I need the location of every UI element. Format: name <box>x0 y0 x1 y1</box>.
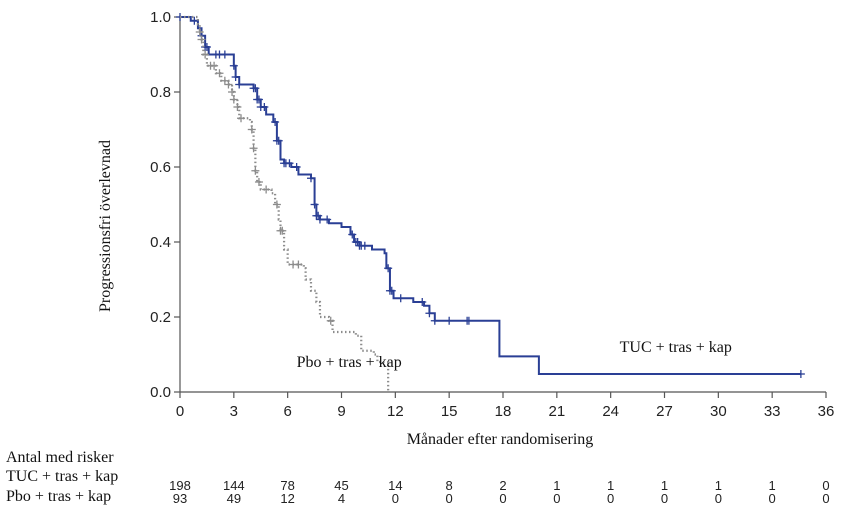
x-tick-label: 9 <box>337 403 345 420</box>
risk-value: 0 <box>392 491 399 506</box>
curves <box>176 13 805 392</box>
risk-value: 0 <box>499 491 506 506</box>
x-tick-label: 24 <box>602 403 619 420</box>
risk-value: 0 <box>715 491 722 506</box>
risk-value: 0 <box>822 491 829 506</box>
labels: Progressionsfri överlevnad Månader efter… <box>6 140 732 505</box>
x-tick-label: 36 <box>818 403 835 420</box>
x-tick-label: 0 <box>176 403 184 420</box>
series-label-pbo: Pbo + tras + kap <box>297 354 402 371</box>
x-tick-label: 6 <box>283 403 291 420</box>
risk-value: 1 <box>769 478 776 493</box>
risk-value: 2 <box>499 478 506 493</box>
risk-value: 49 <box>227 491 241 506</box>
x-tick-label: 15 <box>441 403 458 420</box>
risk-row-label-tuc: TUC + tras + kap <box>6 468 118 485</box>
x-tick-label: 21 <box>548 403 565 420</box>
risk-value: 45 <box>334 478 348 493</box>
risk-value: 8 <box>446 478 453 493</box>
risk-value: 1 <box>553 478 560 493</box>
risk-value: 0 <box>607 491 614 506</box>
x-axis-label: Månader efter randomisering <box>407 431 594 448</box>
risk-value: 0 <box>553 491 560 506</box>
risk-table-title: Antal med risker <box>6 449 114 466</box>
y-axis-label: Progressionsfri överlevnad <box>97 140 114 312</box>
risk-value: 12 <box>280 491 294 506</box>
x-tick-label: 18 <box>495 403 512 420</box>
km-curve-tuc <box>180 16 801 375</box>
risk-value: 0 <box>822 478 829 493</box>
km-curve-pbo <box>180 15 390 392</box>
axes: 0.00.20.40.60.81.00 3 6 9 12 15 18 21 24 27 30 33 36 <box>150 9 834 420</box>
x-tick-label: 27 <box>656 403 673 420</box>
risk-value: 1 <box>607 478 614 493</box>
y-tick-label: 0.2 <box>150 309 171 326</box>
x-tick-label: 3 <box>230 403 238 420</box>
risk-value: 1 <box>715 478 722 493</box>
y-tick-label: 0.4 <box>150 234 171 251</box>
x-tick-label: 33 <box>764 403 781 420</box>
risk-value: 1 <box>661 478 668 493</box>
risk-value: 4 <box>338 491 345 506</box>
y-tick-label: 0.0 <box>150 384 171 401</box>
risk-value: 144 <box>223 478 245 493</box>
x-tick-label: 30 <box>710 403 727 420</box>
risk-value: 0 <box>661 491 668 506</box>
risk-value: 93 <box>173 491 187 506</box>
risk-value: 0 <box>769 491 776 506</box>
x-tick-label: 12 <box>387 403 404 420</box>
risk-table: 198 144 78 45 14 8 2 1 1 1 1 1 093 49 12 4 0 0 0 0 0 0 0 0 0 <box>169 478 829 506</box>
y-tick-label: 0.6 <box>150 159 171 176</box>
risk-value: 14 <box>388 478 402 493</box>
series-label-tuc: TUC + tras + kap <box>620 339 732 356</box>
risk-row-label-pbo: Pbo + tras + kap <box>6 488 111 505</box>
risk-value: 198 <box>169 478 191 493</box>
risk-value: 78 <box>280 478 294 493</box>
y-tick-label: 1.0 <box>150 9 171 26</box>
y-tick-label: 0.8 <box>150 84 171 101</box>
risk-value: 0 <box>446 491 453 506</box>
